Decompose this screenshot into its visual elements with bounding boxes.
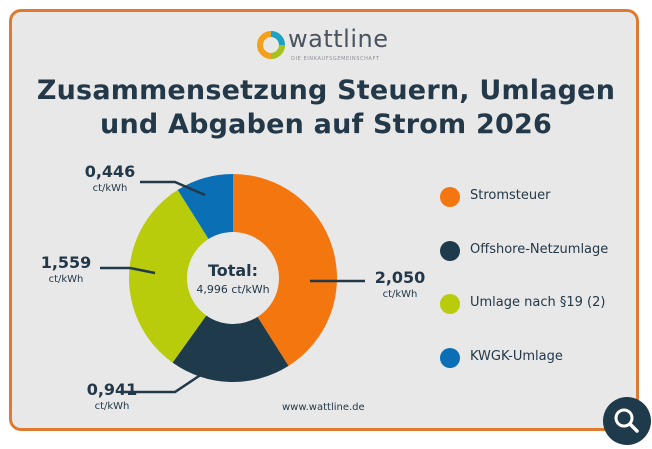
title-line-1: Zusammensetzung Steuern, Umlagen [36, 75, 616, 106]
search-button[interactable] [603, 397, 651, 445]
brand-name: wattline [288, 25, 389, 53]
value-label: 1,559 [41, 253, 92, 272]
slice-offshore-netzumlage [172, 315, 289, 383]
leader-line [140, 180, 206, 197]
value-label: 2,050 [375, 268, 426, 287]
value-labels: 2,050 ct/kWh 0,941 ct/kWh 1,559 ct/kWh 0,446 ct… [41, 162, 426, 412]
unit-label: ct/kWh [95, 401, 130, 412]
slice-umlage-nach-19-2 [128, 189, 209, 363]
title-line-2: und Abgaben auf Strom 2026 [100, 109, 552, 140]
donut-slices [128, 174, 338, 383]
label-leaders [100, 180, 365, 394]
legend-label: Offshore-Netzumlage [470, 242, 609, 257]
brand-tagline: DIE EINKAUFSGEMEINSCHAFT [291, 56, 380, 62]
value-label: 0,941 [87, 380, 138, 399]
legend-swatch [440, 187, 460, 207]
total-value: 4,996 ct/kWh [196, 283, 269, 296]
chart-title: Zusammensetzung Steuern, Umlagen und Abg… [0, 74, 652, 142]
slice-stromsteuer [233, 174, 338, 366]
leader-line [100, 266, 156, 275]
logo-ring-icon [257, 31, 285, 59]
value-label: 0,446 [85, 162, 136, 181]
total-label: Total: [208, 261, 258, 280]
legend-label: KWGK-Umlage [470, 349, 563, 364]
legend-swatch [440, 241, 460, 261]
unit-label: ct/kWh [383, 289, 418, 300]
infographic-card [9, 9, 639, 431]
website-url[interactable]: www.wattline.de [282, 402, 365, 413]
legend-label: Umlage nach §19 (2) [470, 295, 606, 310]
legend-label: Stromsteuer [470, 188, 551, 203]
search-icon [614, 408, 639, 433]
wattline-logo: wattline DIE EINKAUFSGEMEINSCHAFT [255, 25, 395, 71]
leader-line [120, 368, 209, 394]
unit-label: ct/kWh [93, 183, 128, 194]
legend-swatch [440, 348, 460, 368]
unit-label: ct/kWh [49, 274, 84, 285]
legend-swatch [440, 294, 460, 314]
